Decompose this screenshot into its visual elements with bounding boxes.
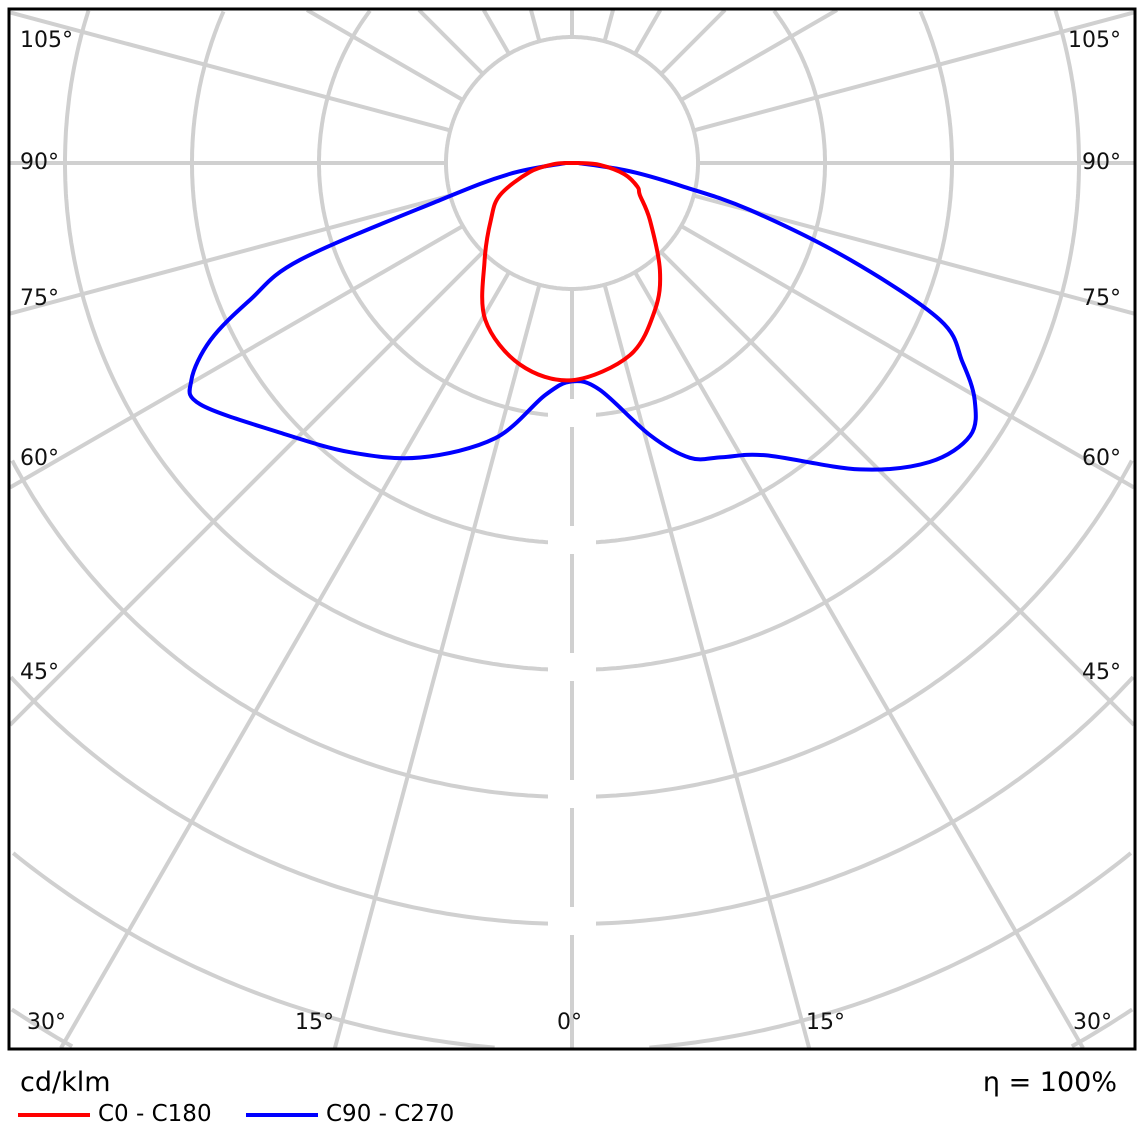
grid-spoke — [680, 8, 838, 102]
grid-ring — [10, 459, 1134, 799]
grid-spoke — [8, 250, 485, 727]
ring-label-gap — [548, 907, 596, 935]
grid-ring — [11, 851, 1133, 1050]
angle-label-left-105: 105° — [20, 28, 73, 53]
grid-ring — [63, 9, 1081, 672]
grid-spoke — [633, 271, 1085, 1050]
grid-spoke — [332, 284, 542, 1049]
grid-spoke — [9, 193, 451, 316]
curves — [187, 161, 978, 472]
legend-label: C0 - C180 — [98, 1101, 212, 1127]
grid-ring — [317, 9, 827, 418]
grid-spoke — [9, 10, 451, 133]
plot-frame — [7, 7, 1137, 1051]
grid-spoke — [693, 193, 1135, 316]
curve-c90-c270 — [187, 161, 978, 472]
angle-label-left-75: 75° — [20, 286, 59, 311]
angle-label-left-90: 90° — [20, 150, 59, 175]
grid-spoke — [659, 8, 727, 76]
grid-spoke — [602, 284, 812, 1049]
angle-label-bottom-15-left: 15° — [295, 1010, 334, 1035]
grid-ring — [9, 675, 1135, 926]
legend-swatch-blue — [246, 1112, 318, 1117]
angle-label-right-75: 75° — [1082, 286, 1121, 311]
ring-label-gap — [548, 653, 596, 681]
grid-spoke — [529, 9, 542, 42]
angle-label-right-45: 45° — [1082, 660, 1121, 685]
unit-label: cd/klm — [20, 1067, 111, 1098]
grid-spoke — [306, 8, 464, 102]
curve-c0-c180 — [480, 161, 663, 383]
angle-label-bottom-30-right: 30° — [1073, 1010, 1112, 1035]
grid-spoke — [693, 10, 1135, 133]
angle-label-left-45: 45° — [20, 660, 59, 685]
grid-spoke — [602, 9, 615, 42]
grid-spoke — [659, 250, 1136, 727]
angle-label-bottom-30-left: 30° — [27, 1010, 66, 1035]
ring-label-gap — [548, 399, 596, 427]
angle-label-right-105: 105° — [1068, 28, 1121, 53]
grid-spoke — [417, 8, 485, 76]
polar-grid — [8, 8, 1136, 1050]
angle-label-left-60: 60° — [20, 446, 59, 471]
legend-swatch-red — [18, 1112, 90, 1117]
efficiency-label: η = 100% — [982, 1067, 1117, 1098]
grid-spoke — [59, 271, 511, 1050]
angle-label-bottom-0: 0° — [557, 1010, 582, 1035]
grid-spoke — [481, 9, 511, 55]
grid-spoke — [8, 224, 464, 490]
legend-item-c90-c270: C90 - C270 — [246, 1101, 455, 1127]
ring-label-gap — [548, 780, 596, 808]
ring-label-gap — [548, 526, 596, 554]
legend-item-c0-c180: C0 - C180 — [18, 1101, 212, 1127]
grid-ring — [190, 10, 954, 545]
angle-label-bottom-15-right: 15° — [806, 1010, 845, 1035]
legend-label: C90 - C270 — [326, 1101, 455, 1127]
grid-spoke — [680, 224, 1136, 490]
grid-spoke — [633, 9, 663, 55]
angle-label-right-90: 90° — [1082, 150, 1121, 175]
angle-label-right-60: 60° — [1082, 446, 1121, 471]
grid-ring — [10, 1007, 1134, 1049]
